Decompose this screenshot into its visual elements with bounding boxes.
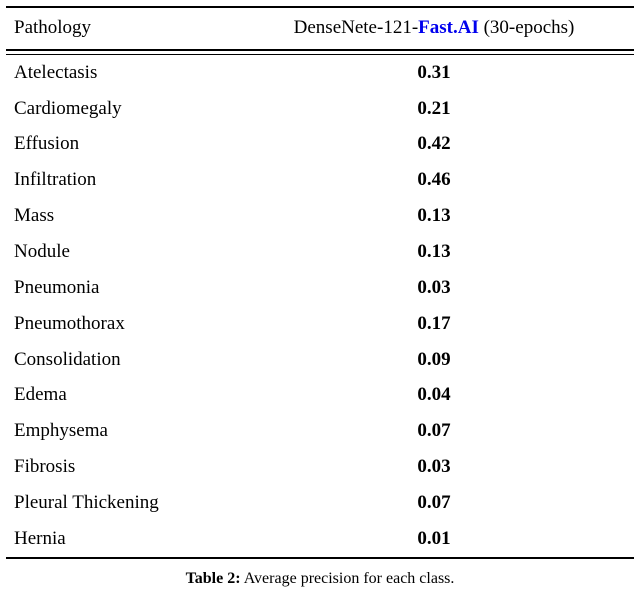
caption-label: Table 2: bbox=[185, 569, 241, 587]
table-bottom-rule bbox=[6, 556, 634, 559]
pathology-name: Fibrosis bbox=[14, 456, 76, 478]
precision-value: 0.46 bbox=[417, 169, 451, 191]
table-row: Cardiomegaly 0.21 bbox=[6, 91, 634, 127]
precision-value: 0.09 bbox=[417, 348, 451, 370]
pathology-name: Nodule bbox=[14, 241, 70, 263]
precision-value: 0.31 bbox=[417, 61, 451, 83]
table-row: Mass 0.13 bbox=[6, 198, 634, 234]
precision-value: 0.42 bbox=[417, 133, 451, 155]
precision-value: 0.13 bbox=[417, 241, 451, 263]
table-row: Nodule 0.13 bbox=[6, 234, 634, 270]
table-caption: Table 2: Average precision for each clas… bbox=[0, 569, 640, 588]
table-row: Atelectasis 0.31 bbox=[6, 55, 634, 91]
header-model: DenseNete-121-Fast.AI (30-epochs) bbox=[234, 17, 634, 40]
table-row: Pleural Thickening 0.07 bbox=[6, 485, 634, 521]
pathology-name: Infiltration bbox=[14, 169, 97, 191]
results-table: Pathology DenseNete-121-Fast.AI (30-epoc… bbox=[6, 6, 634, 559]
pathology-name: Pneumonia bbox=[14, 276, 100, 298]
table-row: Pneumothorax 0.17 bbox=[6, 306, 634, 342]
pathology-name: Pneumothorax bbox=[14, 312, 125, 334]
table-row: Infiltration 0.46 bbox=[6, 162, 634, 198]
pathology-name: Cardiomegaly bbox=[14, 97, 122, 119]
precision-value: 0.03 bbox=[417, 276, 451, 298]
header-brand-fastai: Fast.AI bbox=[418, 17, 479, 38]
table-row: Consolidation 0.09 bbox=[6, 342, 634, 378]
precision-value: 0.07 bbox=[417, 420, 451, 442]
table-row: Pneumonia 0.03 bbox=[6, 270, 634, 306]
table-header-row: Pathology DenseNete-121-Fast.AI (30-epoc… bbox=[6, 8, 634, 49]
table-row: Hernia 0.01 bbox=[6, 521, 634, 557]
header-model-prefix: DenseNete-121- bbox=[293, 17, 419, 38]
precision-value: 0.04 bbox=[417, 384, 451, 406]
header-pathology: Pathology bbox=[14, 17, 92, 38]
precision-value: 0.03 bbox=[417, 456, 451, 478]
pathology-name: Hernia bbox=[14, 527, 66, 549]
precision-value: 0.01 bbox=[417, 527, 451, 549]
table-row: Effusion 0.42 bbox=[6, 126, 634, 162]
pathology-name: Edema bbox=[14, 384, 67, 406]
pathology-name: Effusion bbox=[14, 133, 80, 155]
table-top-rule bbox=[6, 6, 634, 8]
table-row: Fibrosis 0.03 bbox=[6, 449, 634, 485]
precision-value: 0.13 bbox=[417, 205, 451, 227]
pathology-name: Emphysema bbox=[14, 420, 108, 442]
pathology-name: Mass bbox=[14, 205, 55, 227]
table-row: Edema 0.04 bbox=[6, 377, 634, 413]
table-header-rule bbox=[6, 48, 634, 55]
precision-value: 0.21 bbox=[417, 97, 451, 119]
precision-value: 0.07 bbox=[417, 491, 451, 513]
header-model-suffix: (30-epochs) bbox=[478, 17, 575, 38]
precision-value: 0.17 bbox=[417, 312, 451, 334]
caption-text: Average precision for each class. bbox=[243, 569, 455, 587]
pathology-name: Atelectasis bbox=[14, 61, 98, 83]
table-row: Emphysema 0.07 bbox=[6, 413, 634, 449]
pathology-name: Consolidation bbox=[14, 348, 121, 370]
pathology-name: Pleural Thickening bbox=[14, 491, 159, 513]
